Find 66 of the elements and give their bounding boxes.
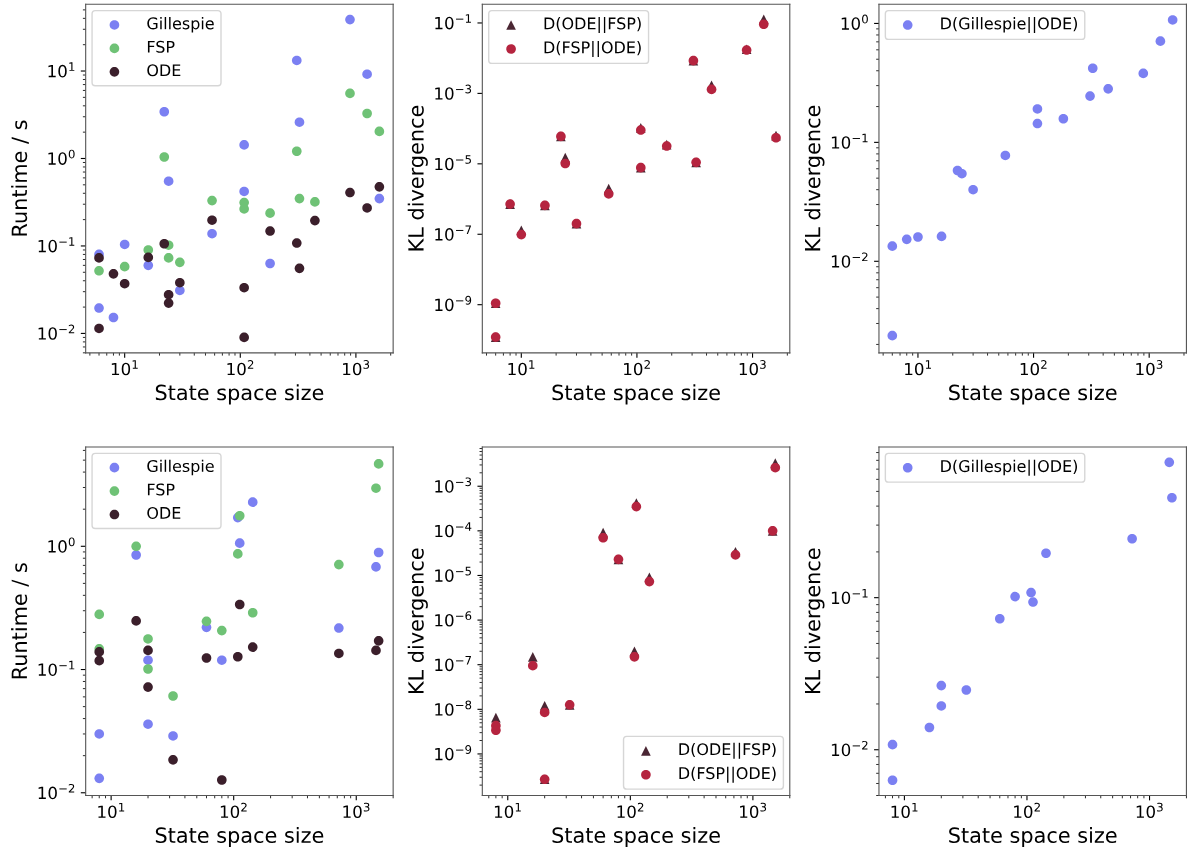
x-tick-label: 10$^{3}$: [343, 802, 370, 819]
y-tick-label: 10$^{−7}$: [435, 225, 471, 241]
y-tick-label: 10$^{−2}$: [831, 740, 868, 757]
x-axis-title: State space size: [552, 826, 720, 848]
y-tick-label: 10$^{0}$: [841, 14, 868, 30]
x-tick-label: 10$^{1}$: [111, 360, 138, 376]
x-axis-title: State space size: [155, 384, 324, 405]
y-axis-title: Runtime / s: [11, 120, 29, 236]
x-tick-label: 10$^{3}$: [1136, 360, 1163, 376]
x-tick-label: 10$^{2}$: [220, 802, 247, 819]
legend-label: ODE: [147, 64, 181, 77]
y-tick-label: 10$^{0}$: [48, 149, 75, 165]
x-tick-label: 10$^{3}$: [1136, 802, 1163, 819]
y-axis-title: KL divergence: [804, 105, 825, 251]
x-tick-label: 10$^{2}$: [1014, 802, 1040, 819]
x-tick-label: 10$^{2}$: [227, 360, 254, 376]
legend-label: D(Gillespie||ODE): [941, 17, 1078, 33]
x-tick-label: 10$^{2}$: [617, 802, 644, 819]
legend-label: ODE: [147, 506, 181, 519]
y-tick-label: 10$^{−8}$: [435, 700, 472, 716]
x-axis-title: State space size: [949, 826, 1117, 848]
y-tick-label: 10$^{−6}$: [435, 611, 472, 627]
x-tick-label: 10$^{2}$: [624, 360, 650, 376]
y-axis-title: KL divergence: [407, 105, 428, 251]
legend-label: Gillespie: [147, 17, 214, 33]
x-axis-title: State space size: [552, 384, 720, 405]
y-tick-label: 10$^{−2}$: [38, 783, 75, 800]
y-axis-title: Runtime / s: [11, 563, 29, 679]
y-tick-label: 10$^{−4}$: [435, 522, 472, 538]
y-tick-label: 10$^{−5}$: [435, 155, 471, 171]
y-tick-label: 10$^{−3}$: [435, 477, 472, 493]
y-axis-title: KL divergence: [407, 548, 428, 694]
legend-label: D(FSP||ODE): [544, 40, 641, 57]
x-tick-label: 10$^{3}$: [739, 360, 766, 376]
y-tick-label: 10$^{−2}$: [38, 324, 75, 340]
y-tick-label: 10$^{−5}$: [435, 566, 471, 582]
x-tick-label: 10$^{2}$: [1020, 360, 1047, 376]
y-tick-label: 10$^{0}$: [48, 537, 75, 553]
y-axis-title: KL divergence: [804, 548, 825, 694]
y-tick-label: 10$^{1}$: [48, 62, 75, 78]
y-tick-label: 10$^{−1}$: [831, 133, 868, 149]
y-tick-label: 10$^{−3}$: [435, 84, 472, 100]
y-tick-label: 10$^{−1}$: [38, 660, 75, 676]
y-tick-label: 10$^{−9}$: [435, 745, 472, 761]
x-tick-label: 10$^{1}$: [905, 360, 931, 376]
y-tick-label: 10$^{−1}$: [435, 14, 471, 30]
x-tick-label: 10$^{1}$: [494, 802, 521, 819]
y-tick-label: 10$^{−9}$: [435, 295, 472, 312]
legend-label: D(ODE||FSP): [679, 742, 776, 759]
legend-label: D(Gillespie||ODE): [941, 459, 1078, 476]
legend-label: D(ODE||FSP): [544, 17, 641, 33]
y-tick-label: 10$^{−7}$: [435, 656, 471, 672]
x-tick-label: 10$^{1}$: [891, 802, 918, 819]
x-tick-label: 10$^{1}$: [508, 360, 535, 376]
y-tick-label: 10$^{−1}$: [831, 589, 868, 605]
y-tick-label: 10$^{−1}$: [38, 237, 75, 253]
x-axis-title: State space size: [949, 384, 1117, 405]
legend-label: FSP: [147, 483, 175, 496]
x-tick-label: 10$^{3}$: [740, 802, 767, 819]
legend-label: D(FSP||ODE): [679, 766, 776, 783]
legend-label: Gillespie: [147, 459, 214, 476]
y-tick-label: 10$^{−2}$: [831, 252, 868, 268]
legend-label: FSP: [147, 40, 175, 53]
x-tick-label: 10$^{1}$: [98, 802, 125, 819]
x-tick-label: 10$^{3}$: [343, 360, 370, 376]
x-axis-title: State space size: [155, 826, 324, 848]
